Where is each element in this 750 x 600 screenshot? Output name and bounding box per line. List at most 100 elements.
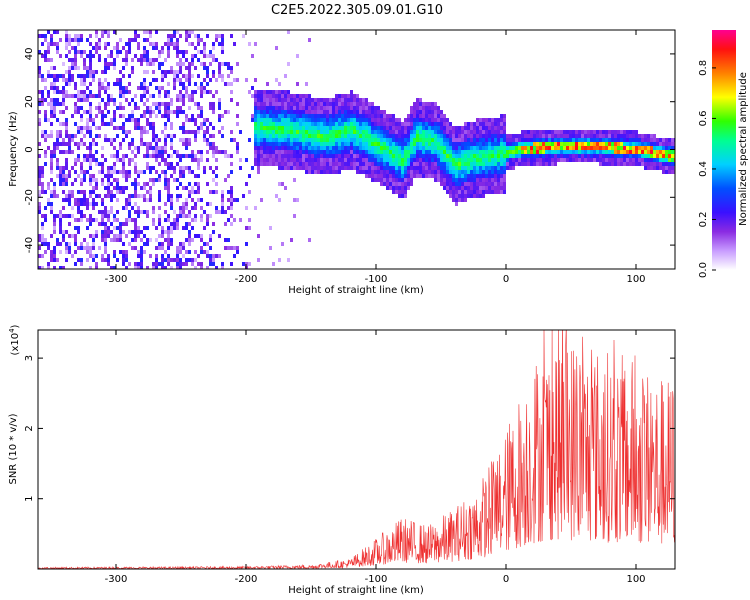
- heatmap-cell: [302, 154, 305, 158]
- heatmap-cell: [500, 134, 503, 138]
- heatmap-cell: [326, 110, 329, 114]
- heatmap-cell: [557, 146, 560, 150]
- heatmap-cell: [629, 150, 632, 154]
- heatmap-cell: [470, 178, 473, 182]
- heatmap-cell: [335, 166, 338, 170]
- heatmap-cell: [86, 198, 89, 202]
- heatmap-cell: [182, 110, 185, 114]
- heatmap-cell: [113, 146, 116, 150]
- heatmap-cell: [374, 122, 377, 126]
- heatmap-cell: [371, 166, 374, 170]
- heatmap-cell: [458, 174, 461, 178]
- heatmap-cell: [89, 254, 92, 258]
- heatmap-cell: [452, 130, 455, 134]
- heatmap-cell: [119, 186, 122, 190]
- heatmap-cell: [380, 150, 383, 154]
- heatmap-cell: [350, 114, 353, 118]
- heatmap-cell: [209, 134, 212, 138]
- heatmap-cell: [89, 74, 92, 78]
- heatmap-cell: [269, 98, 272, 102]
- heatmap-cell: [110, 122, 113, 126]
- heatmap-cell: [476, 190, 479, 194]
- heatmap-cell: [143, 102, 146, 106]
- heatmap-cell: [338, 158, 341, 162]
- x-tick-label: 100: [626, 574, 645, 585]
- heatmap-cell: [401, 138, 404, 142]
- heatmap-cell: [278, 118, 281, 122]
- heatmap-cell: [299, 166, 302, 170]
- heatmap-cell: [440, 126, 443, 130]
- heatmap-cell: [194, 122, 197, 126]
- heatmap-cell: [317, 146, 320, 150]
- heatmap-cell: [158, 194, 161, 198]
- heatmap-cell: [89, 42, 92, 46]
- heatmap-cell: [74, 38, 77, 42]
- heatmap-cell: [116, 218, 119, 222]
- heatmap-cell: [449, 154, 452, 158]
- heatmap-cell: [443, 146, 446, 150]
- heatmap-cell: [617, 130, 620, 134]
- heatmap-cell: [212, 126, 215, 130]
- heatmap-cell: [173, 222, 176, 226]
- heatmap-cell: [299, 118, 302, 122]
- heatmap-cell: [494, 122, 497, 126]
- heatmap-cell: [197, 50, 200, 54]
- heatmap-cell: [197, 38, 200, 42]
- heatmap-cell: [302, 94, 305, 98]
- heatmap-cell: [398, 178, 401, 182]
- heatmap-cell: [485, 134, 488, 138]
- heatmap-cell: [446, 138, 449, 142]
- heatmap-cell: [128, 102, 131, 106]
- heatmap-cell: [455, 194, 458, 198]
- heatmap-cell: [356, 170, 359, 174]
- heatmap-cell: [41, 98, 44, 102]
- heatmap-cell: [389, 126, 392, 130]
- heatmap-cell: [515, 162, 518, 166]
- heatmap-cell: [65, 250, 68, 254]
- heatmap-cell: [122, 58, 125, 62]
- heatmap-cell: [125, 50, 128, 54]
- heatmap-cell: [533, 130, 536, 134]
- heatmap-cell: [119, 126, 122, 130]
- heatmap-cell: [110, 266, 113, 269]
- heatmap-cell: [476, 182, 479, 186]
- heatmap-cell: [116, 210, 119, 214]
- heatmap-cell: [401, 146, 404, 150]
- heatmap-cell: [164, 70, 167, 74]
- heatmap-cell: [137, 182, 140, 186]
- heatmap-cell: [143, 54, 146, 58]
- heatmap-cell: [56, 174, 59, 178]
- heatmap-cell: [629, 138, 632, 142]
- heatmap-cell: [422, 142, 425, 146]
- heatmap-cell: [260, 142, 263, 146]
- heatmap-cell: [101, 122, 104, 126]
- heatmap-cell: [377, 134, 380, 138]
- heatmap-cell: [350, 154, 353, 158]
- heatmap-cell: [140, 130, 143, 134]
- heatmap-cell: [203, 250, 206, 254]
- heatmap-cell: [284, 138, 287, 142]
- heatmap-cell: [239, 130, 242, 134]
- heatmap-cell: [188, 78, 191, 82]
- heatmap-cell: [362, 170, 365, 174]
- heatmap-cell: [653, 166, 656, 170]
- heatmap-cell: [467, 182, 470, 186]
- heatmap-cell: [116, 150, 119, 154]
- heatmap-cell: [233, 246, 236, 250]
- heatmap-cell: [122, 126, 125, 130]
- heatmap-cell: [197, 186, 200, 190]
- heatmap-cell: [644, 134, 647, 138]
- heatmap-cell: [155, 150, 158, 154]
- heatmap-cell: [305, 166, 308, 170]
- heatmap-cell: [473, 134, 476, 138]
- heatmap-cell: [134, 226, 137, 230]
- heatmap-cell: [125, 202, 128, 206]
- heatmap-cell: [380, 138, 383, 142]
- heatmap-cell: [128, 262, 131, 266]
- heatmap-cell: [236, 102, 239, 106]
- heatmap-cell: [365, 126, 368, 130]
- heatmap-cell: [71, 194, 74, 198]
- heatmap-cell: [47, 102, 50, 106]
- heatmap-cell: [437, 178, 440, 182]
- heatmap-cell: [59, 266, 62, 269]
